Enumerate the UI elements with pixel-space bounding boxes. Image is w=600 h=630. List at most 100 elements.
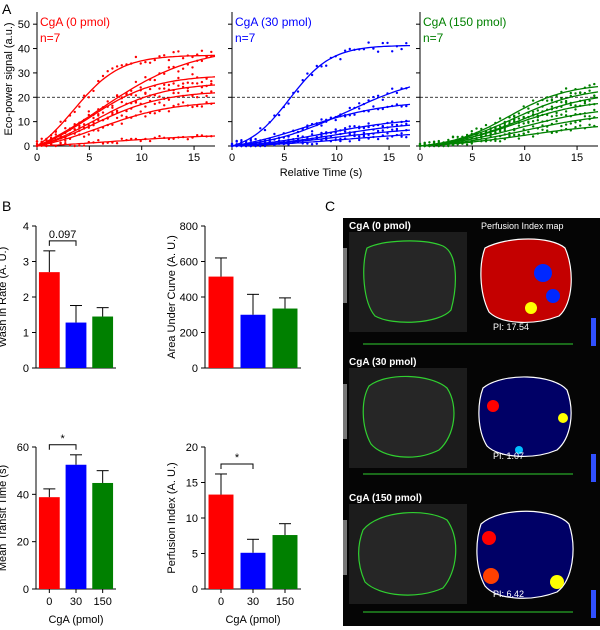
data-point — [494, 139, 497, 143]
data-point — [503, 124, 506, 128]
data-point — [172, 91, 175, 95]
data-point — [560, 113, 563, 116]
chart-title: CgA (150 pmol) — [423, 15, 506, 29]
data-point — [87, 110, 91, 113]
data-point — [167, 58, 171, 62]
data-point — [503, 127, 506, 130]
data-point — [579, 112, 582, 116]
data-point — [144, 137, 147, 141]
data-point — [306, 142, 309, 145]
data-point — [82, 135, 86, 138]
chart-title: CgA (0 pmol) — [40, 15, 110, 29]
y-tick-label: 2 — [23, 292, 29, 304]
data-point — [106, 141, 109, 144]
ultrasound-title-1: CgA (30 pmol) — [349, 357, 417, 368]
data-point — [451, 136, 455, 139]
data-point — [210, 135, 213, 138]
data-point — [400, 105, 403, 108]
data-point — [205, 55, 208, 58]
data-point — [292, 141, 295, 144]
data-point — [376, 123, 380, 127]
data-point — [181, 57, 185, 60]
chart-subtitle: n=7 — [423, 31, 444, 45]
data-point — [574, 113, 577, 116]
data-point — [428, 141, 431, 144]
data-point — [40, 137, 43, 140]
data-point — [348, 114, 351, 117]
data-point — [334, 128, 337, 131]
bar-30 — [240, 314, 266, 368]
x-tick-label: 5 — [86, 152, 92, 164]
data-point — [391, 135, 394, 138]
data-point — [97, 108, 100, 111]
data-point — [200, 80, 204, 84]
data-point — [391, 123, 394, 127]
data-point — [148, 87, 152, 91]
panel-label-b: B — [2, 198, 11, 214]
y-tick-label: 5 — [192, 549, 198, 561]
data-point — [277, 142, 281, 145]
bar-chart-0: 0 1 2 3 4 0.097 Wash in Rate (A. U.) — [0, 221, 116, 375]
data-point — [101, 142, 105, 145]
data-point — [451, 139, 455, 143]
data-point — [172, 82, 175, 85]
y-tick-label: 1 — [23, 328, 29, 340]
data-point — [593, 96, 596, 99]
data-point — [59, 135, 62, 138]
data-point — [353, 48, 356, 51]
data-point — [163, 83, 166, 87]
fit-line-s2 — [231, 86, 411, 147]
data-point — [73, 132, 76, 135]
data-point — [205, 101, 208, 104]
data-point — [210, 50, 213, 54]
data-point — [200, 49, 204, 52]
data-point — [210, 82, 213, 86]
data-point — [54, 144, 57, 148]
data-point — [292, 138, 295, 141]
data-point — [301, 127, 304, 130]
data-point — [144, 92, 147, 96]
data-point — [508, 116, 511, 119]
data-point — [574, 88, 577, 91]
data-point — [329, 140, 333, 143]
data-point — [531, 110, 535, 114]
data-point — [163, 54, 166, 57]
data-point — [97, 79, 100, 83]
data-point — [249, 139, 252, 142]
data-point — [579, 99, 582, 103]
data-point — [367, 99, 370, 102]
data-point — [391, 87, 394, 90]
data-point — [306, 126, 309, 130]
perfusion-index-value-1: PI: 1.07 — [493, 451, 525, 461]
bar-150 — [92, 316, 114, 368]
x-tick-label: 10 — [519, 152, 531, 164]
data-point — [386, 41, 389, 45]
data-point — [235, 144, 238, 148]
x-axis-label: CgA (pmol) — [48, 614, 103, 626]
data-point — [428, 144, 431, 147]
data-point — [186, 63, 189, 66]
data-point — [181, 94, 185, 98]
data-point — [376, 94, 380, 98]
data-point — [508, 134, 511, 137]
data-point — [320, 131, 323, 135]
data-point — [362, 102, 366, 106]
data-point — [513, 133, 516, 137]
data-point — [139, 139, 142, 143]
data-point — [153, 102, 156, 106]
data-point — [134, 137, 138, 141]
data-point — [555, 130, 558, 134]
data-point — [405, 104, 408, 108]
data-point — [240, 144, 243, 148]
data-point — [593, 94, 596, 97]
data-point — [125, 109, 128, 113]
data-point — [348, 132, 351, 136]
data-point — [517, 124, 521, 127]
data-point — [163, 136, 166, 139]
significance-label: * — [235, 452, 240, 464]
data-point — [569, 122, 572, 125]
data-point — [205, 94, 208, 98]
data-point — [339, 129, 342, 132]
